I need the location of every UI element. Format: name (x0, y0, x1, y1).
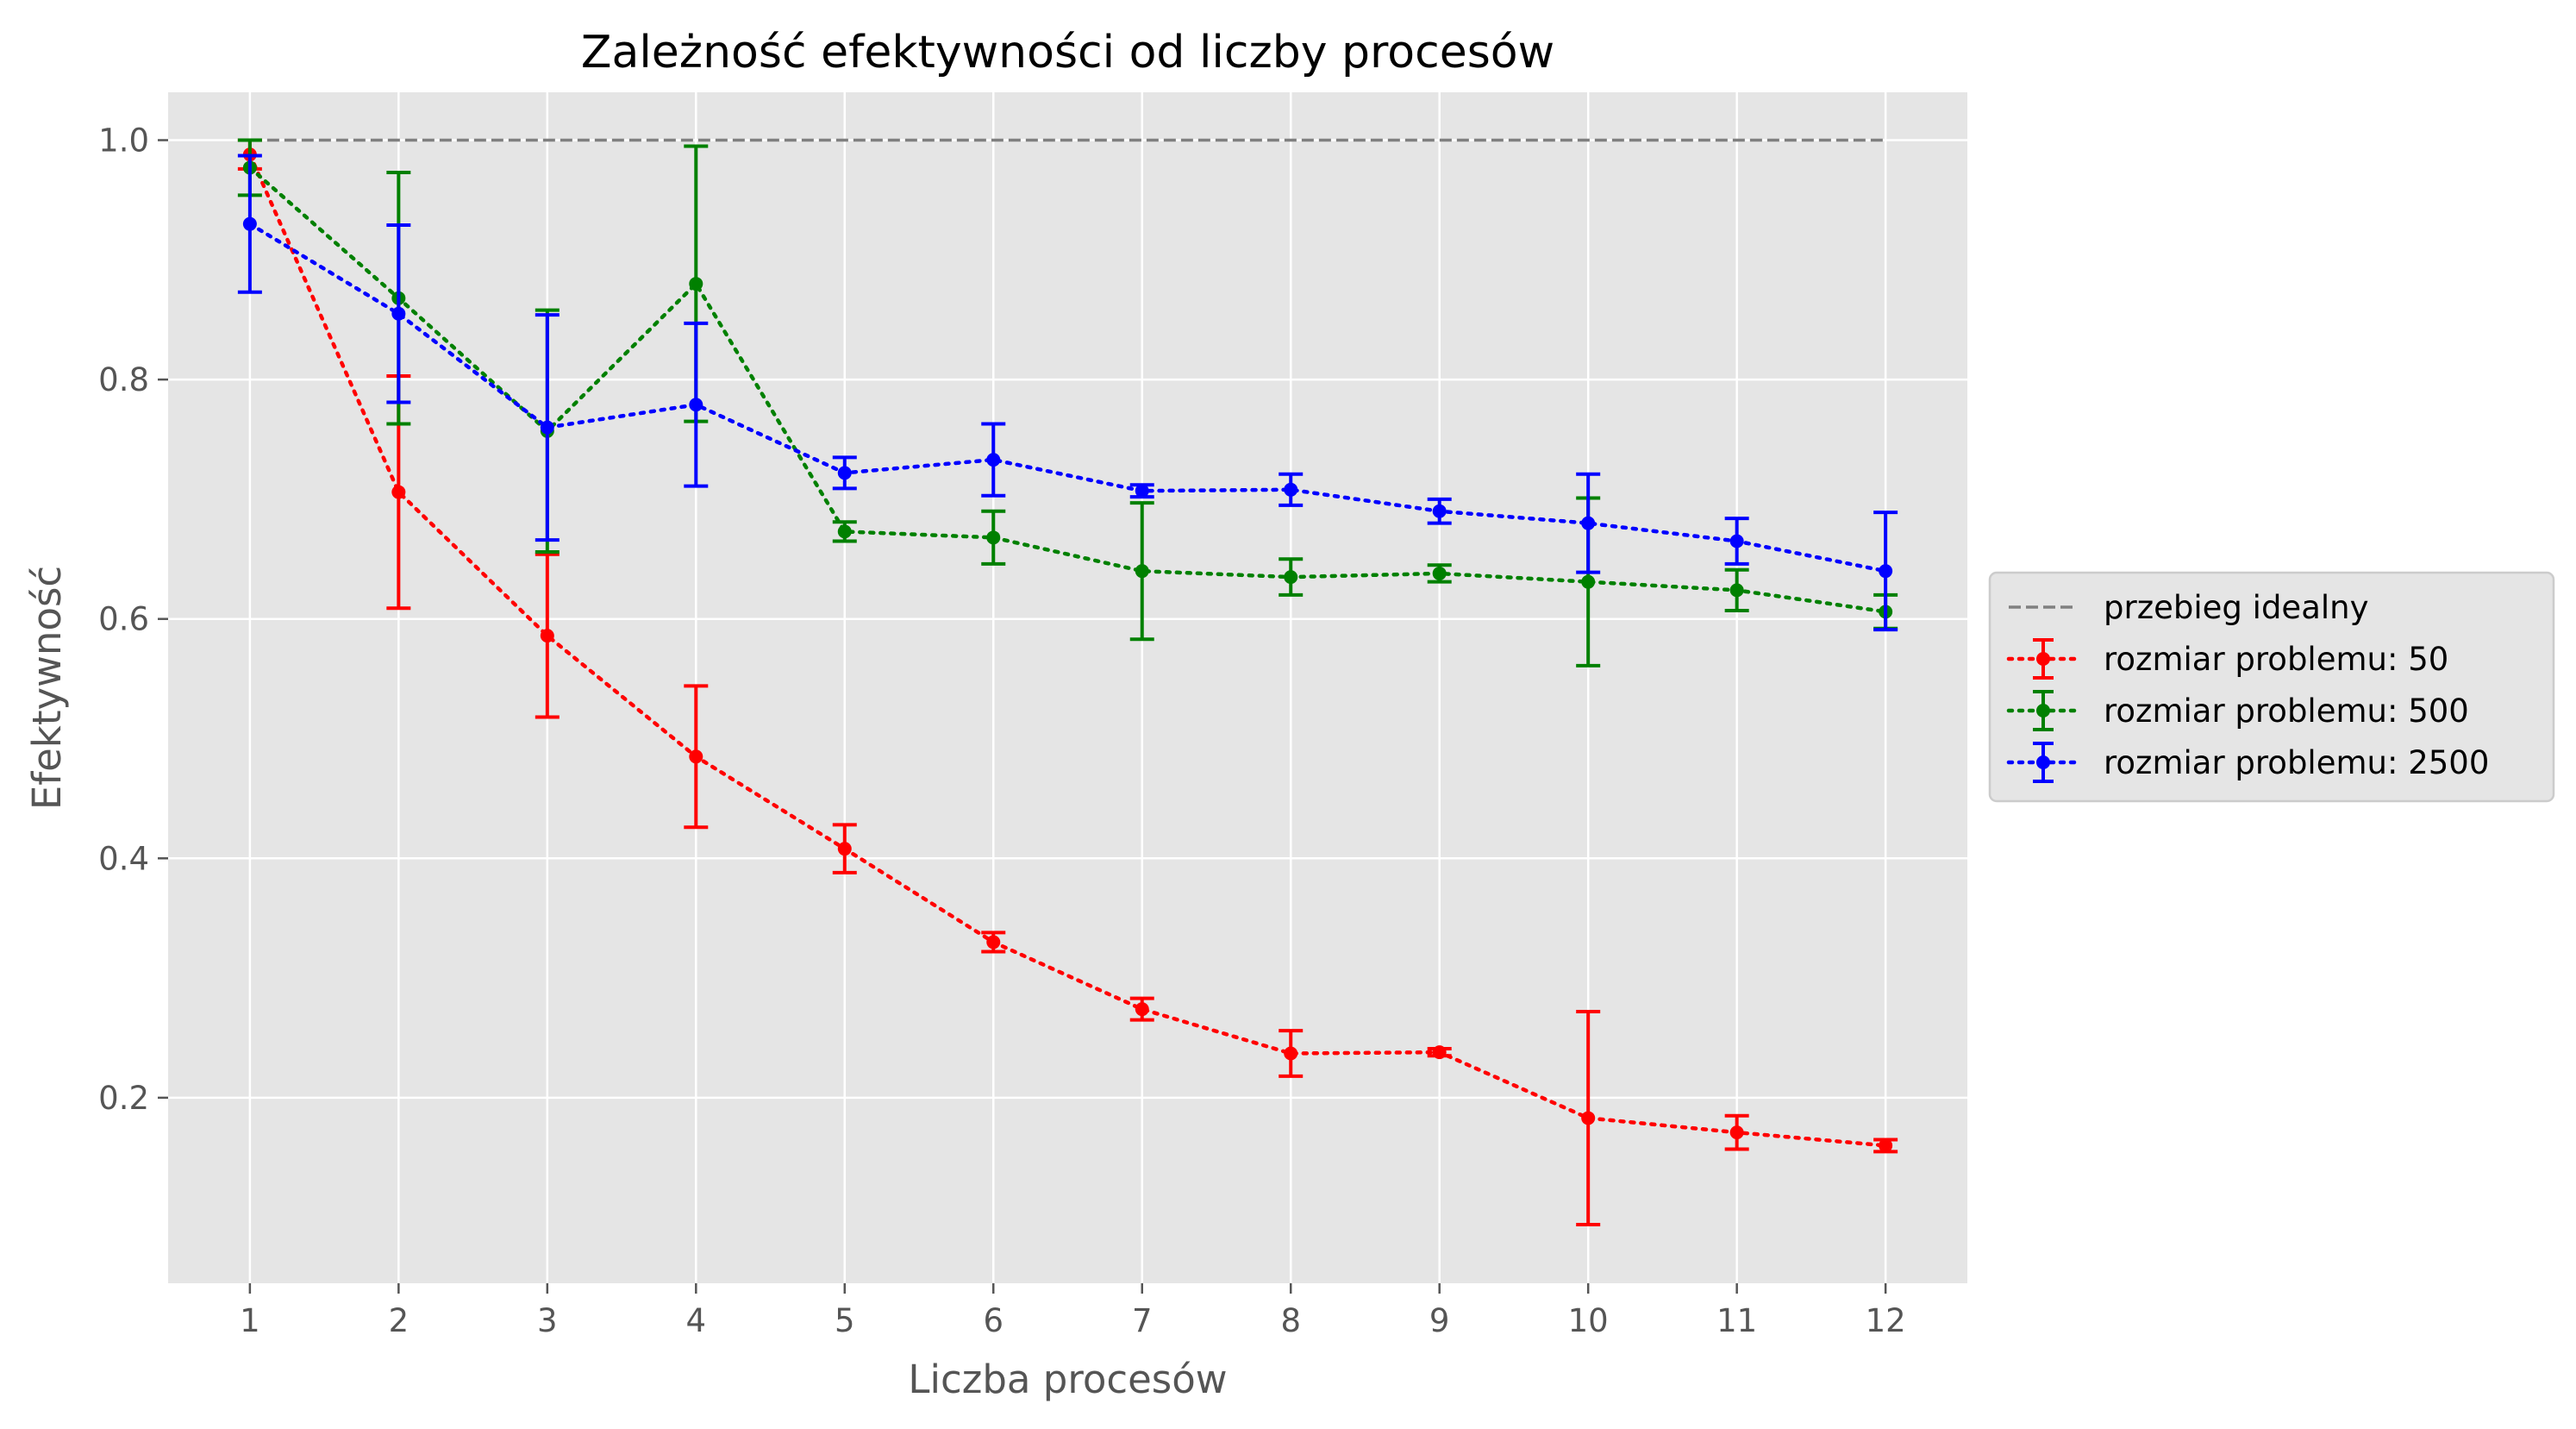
x-tick-label: 7 (1132, 1302, 1153, 1339)
data-point (540, 420, 554, 435)
data-point (1135, 1002, 1149, 1017)
data-series (237, 138, 1898, 1226)
y-tick-label: 0.2 (98, 1080, 149, 1117)
x-tick-label: 9 (1429, 1302, 1450, 1339)
data-point (1135, 484, 1149, 498)
legend-entry-label: rozmiar problemu: 500 (2104, 693, 2469, 730)
data-point (689, 749, 703, 764)
data-point (837, 466, 852, 480)
data-point (1581, 1111, 1596, 1125)
legend-swatch-marker (2036, 704, 2050, 718)
legend-swatch-marker (2036, 755, 2050, 769)
data-point (540, 629, 554, 643)
x-tick-label: 1 (240, 1302, 260, 1339)
series-line (247, 222, 1888, 573)
data-point (689, 398, 703, 412)
x-tick-label: 11 (1716, 1302, 1757, 1339)
data-point (242, 216, 257, 231)
x-axis-label: Liczba procesów (908, 1357, 1227, 1402)
y-axis-label: Efektywność (24, 566, 70, 810)
y-tick-label: 1.0 (98, 122, 149, 160)
x-tick-label: 6 (983, 1302, 1004, 1339)
series-line (247, 152, 1888, 1148)
data-point (986, 935, 1001, 950)
x-tick-label: 12 (1866, 1302, 1906, 1339)
legend-entry-label: rozmiar problemu: 2500 (2104, 744, 2489, 781)
data-point (391, 485, 406, 499)
data-point (1581, 516, 1596, 530)
x-tick-label: 4 (686, 1302, 707, 1339)
data-point (1284, 1046, 1298, 1061)
series-3 (237, 154, 1898, 632)
data-point (1879, 564, 1893, 579)
data-point (1432, 504, 1447, 518)
data-point (837, 842, 852, 856)
y-axis-ticks: 0.2 0.4 0.6 0.8 1.0 (98, 122, 168, 1117)
legend-box (1988, 571, 2555, 803)
data-point (1135, 564, 1149, 579)
x-tick-label: 2 (389, 1302, 410, 1339)
legend-entry-label: przebieg idealny (2104, 589, 2369, 626)
x-tick-label: 3 (537, 1302, 558, 1339)
y-tick-label: 0.6 (98, 601, 149, 638)
data-point (1729, 534, 1744, 548)
data-point (1284, 482, 1298, 497)
data-point (986, 453, 1001, 467)
data-point (689, 277, 703, 291)
legend: przebieg idealny rozmiar problemu: 50 rozm… (1988, 571, 2555, 803)
x-axis-ticks: 1 2 3 4 5 6 7 8 9 10 11 12 (240, 1283, 1906, 1339)
data-point (1729, 1125, 1744, 1140)
data-point (1879, 1138, 1893, 1153)
data-point (837, 524, 852, 539)
data-point (391, 306, 406, 321)
chart-title: Zależność efektywności od liczby procesó… (581, 27, 1554, 78)
data-point (1729, 583, 1744, 598)
y-tick-label: 0.8 (98, 361, 149, 398)
data-point (1432, 566, 1447, 580)
data-point (1581, 574, 1596, 589)
x-tick-label: 5 (835, 1302, 855, 1339)
y-tick-label: 0.4 (98, 840, 149, 877)
data-point (986, 530, 1001, 545)
data-point (1432, 1045, 1447, 1060)
legend-entry-label: rozmiar problemu: 50 (2104, 641, 2448, 678)
x-tick-label: 8 (1280, 1302, 1301, 1339)
plot-area (168, 92, 1967, 1283)
x-tick-label: 10 (1568, 1302, 1609, 1339)
data-point (1284, 570, 1298, 585)
legend-swatch-marker (2036, 652, 2050, 666)
